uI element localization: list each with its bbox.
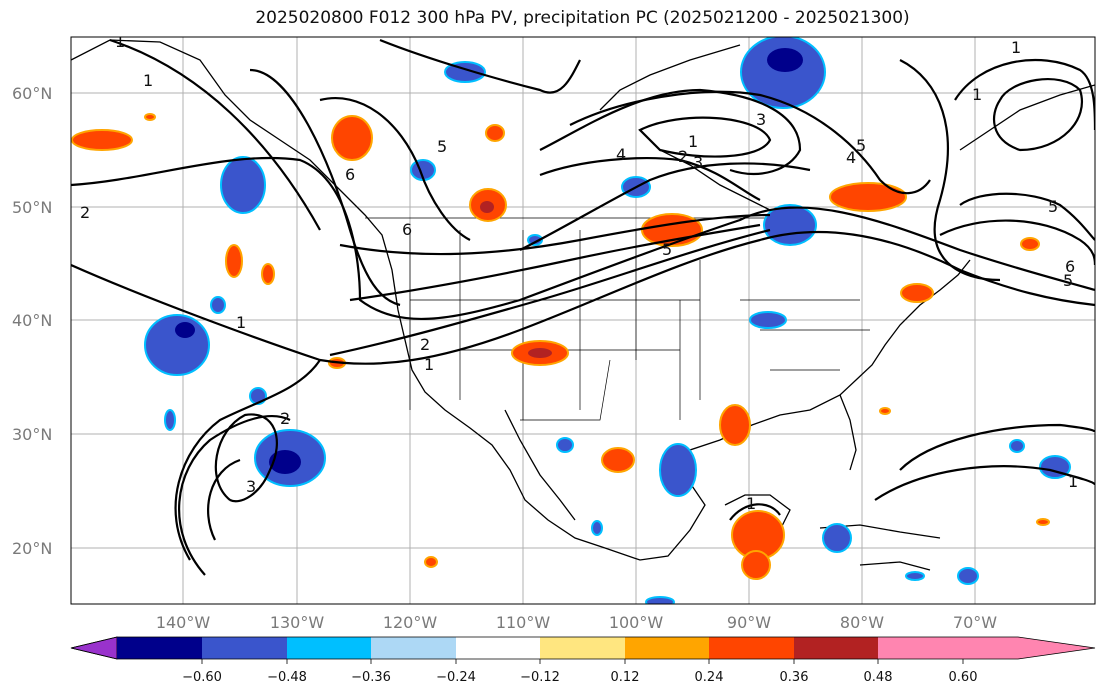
colorbar-bin [878, 637, 963, 659]
contour-label: 2 [80, 203, 90, 222]
colorbar-tick-label: 0.36 [780, 670, 809, 685]
colorbar: −0.60 −0.48 −0.36 −0.24 −0.12 0.12 0.24 … [70, 636, 1096, 685]
contour-label: 3 [693, 153, 703, 172]
lat-label-20n: 20°N [12, 539, 52, 558]
contour-label: 2 [280, 409, 290, 428]
colorbar-tick-label: −0.24 [436, 670, 476, 685]
contour-label: 3 [246, 477, 256, 496]
colorbar-bin [540, 637, 625, 659]
contour-label: 1 [972, 85, 982, 104]
colorbar-tick-label: 0.60 [949, 670, 978, 685]
contour-label: 6 [345, 165, 355, 184]
lon-label-70w: 70°W [953, 613, 997, 632]
contour-label: 1 [424, 355, 434, 374]
contour-label: 1 [688, 132, 698, 151]
lon-tick-labels: 140°W 130°W 120°W 110°W 100°W 90°W 80°W … [156, 613, 997, 632]
contour-label: 1 [236, 313, 246, 332]
lon-label-130w: 130°W [270, 613, 325, 632]
colorbar-extend-high [963, 637, 1095, 659]
contour-label: 2 [678, 147, 688, 166]
colorbar-tick-label: −0.48 [267, 670, 307, 685]
colorbar-bin [456, 637, 540, 659]
lon-label-100w: 100°W [609, 613, 664, 632]
colorbar-bin [625, 637, 709, 659]
contour-label: 5 [437, 137, 447, 156]
colorbar-tick-label: 0.12 [611, 670, 640, 685]
colorbar-tick-label: −0.60 [182, 670, 222, 685]
lon-label-90w: 90°W [727, 613, 771, 632]
contour-label: 5 [662, 240, 672, 259]
contour-label: 6 [402, 220, 412, 239]
map-title: 2025020800 F012 300 hPa PV, precipitatio… [255, 8, 910, 28]
colorbar-bin [794, 637, 878, 659]
political-boundaries [365, 217, 870, 421]
contour-label: 5 [1048, 197, 1058, 216]
lat-label-50n: 50°N [12, 198, 52, 217]
lat-label-30n: 30°N [12, 425, 52, 444]
lat-label-40n: 40°N [12, 311, 52, 330]
map-frame [70, 36, 1096, 605]
contour-label: 1 [115, 32, 125, 51]
pv-contours [71, 38, 1095, 576]
lon-label-120w: 120°W [383, 613, 438, 632]
contour-label: 4 [846, 148, 856, 167]
colorbar-bin [709, 637, 794, 659]
colorbar-tick-label: −0.36 [351, 670, 391, 685]
contour-label: 1 [1011, 38, 1021, 57]
colorbar-bin [202, 637, 287, 659]
colorbar-tick-label: 0.48 [864, 670, 893, 685]
colorbar-bin [287, 637, 371, 659]
colorbar-bin [117, 637, 202, 659]
precip-shading [71, 37, 1071, 604]
contour-label: 1 [746, 494, 756, 513]
contour-label: 3 [756, 110, 766, 129]
colorbar-tick-label: −0.12 [520, 670, 560, 685]
colorbar-tick-label: 0.24 [695, 670, 724, 685]
colorbar-extend-low [70, 636, 118, 660]
lon-label-110w: 110°W [496, 613, 551, 632]
contour-label: 2 [420, 335, 430, 354]
lat-label-60n: 60°N [12, 84, 52, 103]
lat-tick-labels: 60°N 50°N 40°N 30°N 20°N [12, 84, 52, 558]
contour-labels: 1 1 2 1 1 1 2 3 2 6 6 5 5 3 1 2 3 4 5 4 … [80, 32, 1078, 513]
lon-label-80w: 80°W [840, 613, 884, 632]
contour-label: 1 [143, 71, 153, 90]
contour-label: 1 [1068, 472, 1078, 491]
colorbar-bin [371, 637, 456, 659]
contour-label: 4 [616, 145, 626, 164]
lon-label-140w: 140°W [156, 613, 211, 632]
contour-label: 5 [856, 136, 866, 155]
contour-label: 5 [1063, 271, 1073, 290]
contour-label: 6 [1065, 257, 1075, 276]
